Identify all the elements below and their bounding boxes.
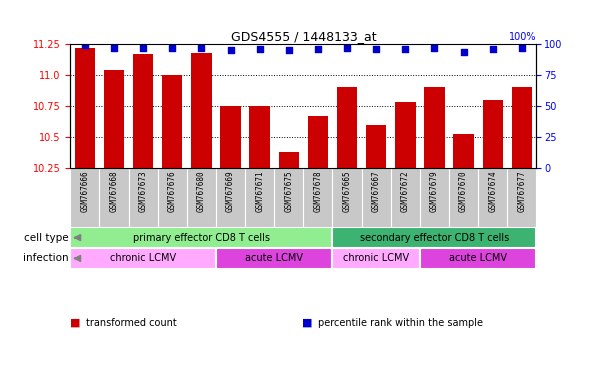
Bar bbox=[216, 248, 332, 269]
Text: GSM767678: GSM767678 bbox=[313, 171, 323, 212]
Text: acute LCMV: acute LCMV bbox=[245, 253, 303, 263]
Point bbox=[430, 45, 439, 51]
Title: GDS4555 / 1448133_at: GDS4555 / 1448133_at bbox=[230, 30, 376, 43]
Text: GSM767674: GSM767674 bbox=[488, 171, 497, 212]
Bar bbox=[332, 248, 420, 269]
Text: GSM767670: GSM767670 bbox=[459, 171, 468, 212]
Text: infection: infection bbox=[23, 253, 69, 263]
Text: chronic LCMV: chronic LCMV bbox=[343, 253, 409, 263]
Point bbox=[488, 46, 497, 52]
Text: GSM767665: GSM767665 bbox=[343, 171, 351, 212]
Text: GSM767675: GSM767675 bbox=[284, 171, 293, 212]
Text: GSM767677: GSM767677 bbox=[518, 171, 527, 212]
Bar bbox=[279, 152, 299, 168]
Bar bbox=[366, 124, 386, 168]
Bar bbox=[221, 106, 241, 168]
Point bbox=[225, 47, 235, 53]
Point bbox=[284, 47, 294, 53]
Text: GSM767671: GSM767671 bbox=[255, 171, 264, 212]
Point bbox=[80, 42, 90, 48]
Text: GSM767666: GSM767666 bbox=[80, 171, 89, 212]
Point bbox=[255, 46, 265, 52]
Bar bbox=[70, 227, 332, 248]
Text: GSM767667: GSM767667 bbox=[371, 171, 381, 212]
Point bbox=[342, 45, 352, 51]
Point bbox=[197, 45, 207, 51]
Bar bbox=[191, 53, 211, 168]
Text: cell type: cell type bbox=[24, 233, 69, 243]
Text: 100%: 100% bbox=[509, 32, 536, 42]
Bar bbox=[483, 100, 503, 168]
Bar bbox=[395, 102, 415, 168]
Text: GSM767669: GSM767669 bbox=[226, 171, 235, 212]
Text: GSM767676: GSM767676 bbox=[168, 171, 177, 212]
Bar bbox=[104, 70, 124, 168]
Text: secondary effector CD8 T cells: secondary effector CD8 T cells bbox=[360, 233, 509, 243]
Text: GSM767680: GSM767680 bbox=[197, 171, 206, 212]
Text: percentile rank within the sample: percentile rank within the sample bbox=[318, 318, 483, 328]
Text: chronic LCMV: chronic LCMV bbox=[110, 253, 176, 263]
Point bbox=[313, 46, 323, 52]
Bar bbox=[424, 88, 445, 168]
Bar bbox=[308, 116, 328, 168]
Bar bbox=[453, 134, 474, 168]
Text: GSM767673: GSM767673 bbox=[139, 171, 148, 212]
Text: primary effector CD8 T cells: primary effector CD8 T cells bbox=[133, 233, 270, 243]
Bar bbox=[75, 48, 95, 168]
Bar bbox=[249, 106, 270, 168]
Text: ■: ■ bbox=[70, 318, 81, 328]
Bar bbox=[337, 88, 357, 168]
Text: GSM767672: GSM767672 bbox=[401, 171, 410, 212]
Bar bbox=[420, 248, 536, 269]
Point bbox=[109, 45, 119, 51]
Bar bbox=[70, 248, 216, 269]
Text: GSM767668: GSM767668 bbox=[109, 171, 119, 212]
Point bbox=[167, 45, 177, 51]
Point bbox=[371, 46, 381, 52]
Point bbox=[400, 46, 410, 52]
Point bbox=[138, 45, 148, 51]
Bar bbox=[511, 88, 532, 168]
Text: acute LCMV: acute LCMV bbox=[449, 253, 507, 263]
Point bbox=[517, 45, 527, 51]
Text: transformed count: transformed count bbox=[86, 318, 177, 328]
Bar bbox=[162, 75, 183, 168]
Bar bbox=[133, 54, 153, 168]
Text: GSM767679: GSM767679 bbox=[430, 171, 439, 212]
Point bbox=[459, 48, 469, 55]
Bar bbox=[332, 227, 536, 248]
Text: ■: ■ bbox=[302, 318, 313, 328]
